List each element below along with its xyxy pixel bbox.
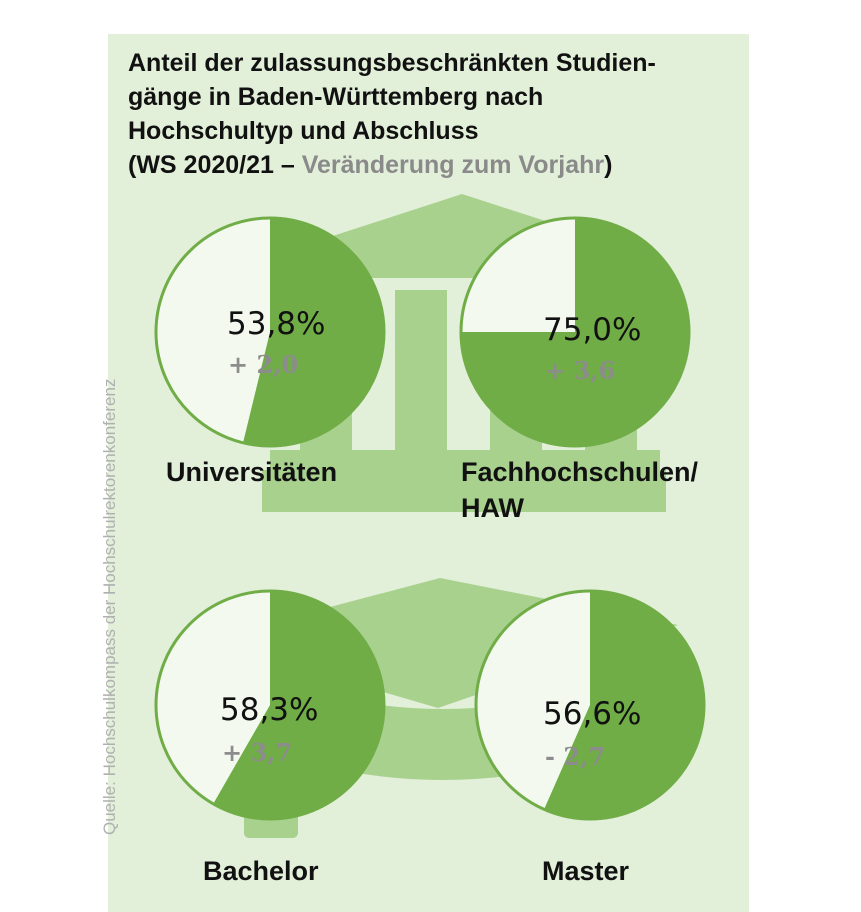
label-fachhochschulen: Fachhochschulen/ HAW: [461, 454, 698, 526]
pie-slice-fachhochschulen: [461, 218, 689, 446]
label-bachelor: Bachelor: [203, 856, 319, 886]
value-fachhochschulen: 75,0%: [543, 312, 642, 348]
title-line-3: Hochschultyp und Abschluss: [128, 117, 479, 145]
title-line-1: Anteil der zulassungsbeschränkten Studie…: [128, 49, 656, 77]
value-bachelor: 58,3%: [220, 692, 319, 728]
label-fachhochschulen-line1: Fachhochschulen/: [461, 457, 699, 487]
pie-slice-universitaeten: [243, 218, 384, 446]
change-master: - 2,7: [545, 742, 606, 771]
title-line-2: gänge in Baden-Württemberg nach: [128, 83, 544, 111]
title-line-4: (WS 2020/21 – Veränderung zum Vorjahr): [128, 148, 728, 182]
change-fachhochschulen: + 3,6: [545, 356, 616, 385]
label-master: Master: [542, 856, 630, 886]
change-bachelor: + 3,7: [222, 738, 293, 767]
title-line-4-close: ): [604, 151, 613, 179]
label-universitaeten: Universitäten: [166, 457, 338, 487]
value-universitaeten: 53,8%: [227, 306, 326, 342]
pie-slice-master: [544, 591, 704, 820]
change-universitaeten: + 2,0: [228, 350, 299, 379]
label-fachhochschulen-line2: HAW: [461, 493, 524, 523]
value-master: 56,6%: [543, 696, 642, 732]
pie-slice-bachelor: [213, 591, 384, 819]
title-line-4-grey: Veränderung zum Vorjahr: [301, 151, 605, 179]
chart-title: Anteil der zulassungsbeschränkten Studie…: [128, 46, 728, 182]
title-line-4-open: (WS 2020/21 –: [128, 151, 302, 179]
